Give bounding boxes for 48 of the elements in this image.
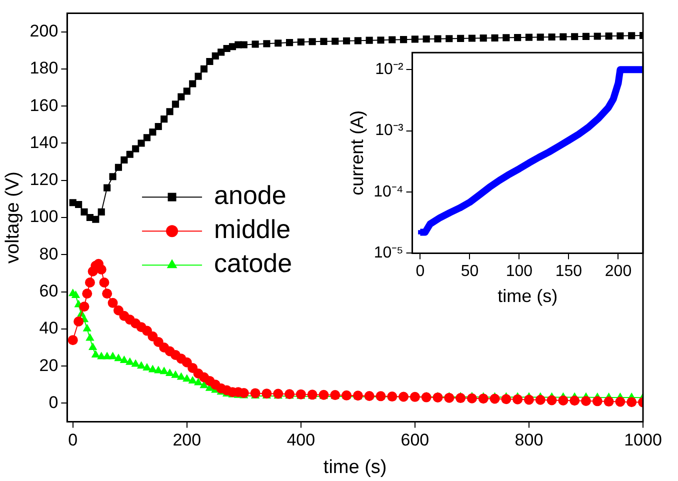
point [131, 359, 140, 367]
y-tick-label: 120 [30, 170, 58, 190]
x-axis-title: time (s) [323, 456, 387, 478]
point [86, 333, 94, 341]
point [182, 374, 192, 382]
y-axis-title: voltage (V) [2, 172, 24, 264]
x-axis-title: time (s) [498, 286, 558, 306]
point [194, 378, 203, 386]
x-tick-label: 0 [416, 263, 425, 280]
point [88, 342, 98, 350]
point [136, 361, 146, 369]
y-tick-label: 10⁻² [375, 61, 404, 78]
x-tick-label: 200 [604, 263, 632, 280]
y-tick-label: 180 [30, 58, 58, 78]
point [114, 354, 123, 362]
x-tick-label: 600 [400, 430, 430, 450]
x-tick-label: 100 [506, 263, 533, 280]
legend-label: anode [214, 180, 286, 210]
y-axis-title: current (A) [346, 110, 367, 196]
legend-label: middle [214, 214, 291, 244]
point [82, 324, 92, 332]
point [126, 357, 134, 365]
point [142, 362, 152, 370]
y-tick-label: 20 [39, 356, 58, 375]
y-tick-label: 80 [39, 244, 58, 264]
x-tick-label: 200 [172, 430, 202, 450]
point [188, 376, 197, 384]
x-tick-label: 1000 [624, 430, 662, 450]
x-tick-label: 800 [514, 430, 544, 450]
point [171, 370, 180, 378]
x-tick-label: 50 [460, 263, 479, 280]
y-tick-label: 100 [30, 207, 58, 226]
y-tick-label: 40 [39, 318, 58, 338]
x-tick-label: 0 [68, 430, 78, 450]
y-tick-label: 200 [30, 21, 58, 40]
legend-label: catode [214, 248, 292, 278]
y-tick-label: 10⁻⁴ [374, 183, 404, 200]
y-tick-label: 10⁻⁵ [374, 244, 404, 262]
point [160, 366, 168, 374]
y-tick-label: 10⁻³ [375, 122, 404, 140]
point [71, 290, 80, 298]
x-tick-label: 150 [555, 263, 582, 280]
x-tick-label: 400 [286, 430, 316, 450]
point [91, 350, 100, 358]
y-tick-label: 140 [30, 132, 58, 152]
y-tick-label: 160 [30, 96, 58, 115]
y-tick-label: 60 [39, 281, 58, 300]
y-tick-label: 0 [48, 392, 58, 412]
